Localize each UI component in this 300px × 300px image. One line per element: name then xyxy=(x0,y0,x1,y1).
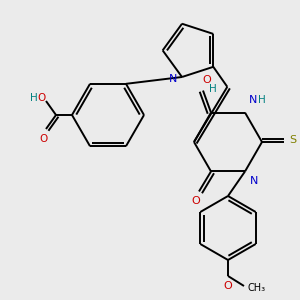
Text: O: O xyxy=(38,93,46,103)
Text: CH₃: CH₃ xyxy=(247,283,265,293)
Text: H: H xyxy=(258,94,266,105)
Text: S: S xyxy=(289,135,296,145)
Text: O: O xyxy=(202,75,211,85)
Text: N: N xyxy=(250,176,258,186)
Text: H: H xyxy=(30,93,38,103)
Text: O: O xyxy=(40,134,48,144)
Text: O: O xyxy=(224,281,232,291)
Text: N: N xyxy=(169,74,177,84)
Text: N: N xyxy=(249,94,257,105)
Text: O: O xyxy=(192,196,200,206)
Text: H: H xyxy=(209,84,217,94)
